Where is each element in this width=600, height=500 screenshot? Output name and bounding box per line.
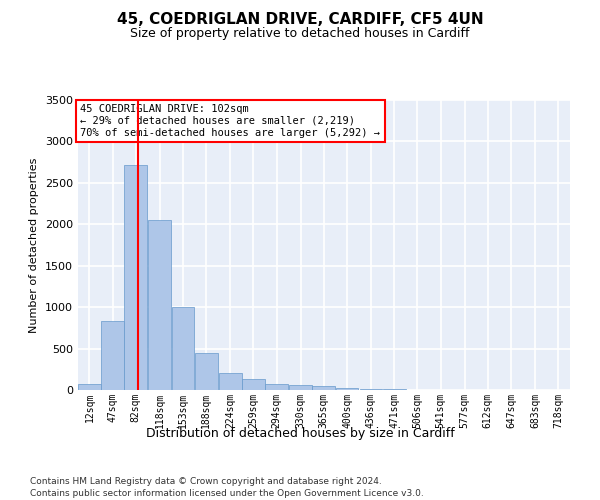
Text: Size of property relative to detached houses in Cardiff: Size of property relative to detached ho… [130,28,470,40]
Text: Contains public sector information licensed under the Open Government Licence v3: Contains public sector information licen… [30,489,424,498]
Bar [148,220,171,390]
Text: 45, COEDRIGLAN DRIVE, CARDIFF, CF5 4UN: 45, COEDRIGLAN DRIVE, CARDIFF, CF5 4UN [116,12,484,28]
Bar [124,164,147,390]
Y-axis label: Number of detached properties: Number of detached properties [29,158,40,332]
Text: Contains HM Land Registry data © Crown copyright and database right 2024.: Contains HM Land Registry data © Crown c… [30,478,382,486]
Bar [219,372,242,390]
Bar [101,321,124,390]
Bar [172,307,194,390]
Bar [78,384,101,390]
Bar [242,379,265,390]
Text: Distribution of detached houses by size in Cardiff: Distribution of detached houses by size … [146,428,454,440]
Bar [289,386,312,390]
Bar [335,388,358,390]
Bar [195,352,218,390]
Bar [359,389,382,390]
Bar [265,384,288,390]
Text: 45 COEDRIGLAN DRIVE: 102sqm
← 29% of detached houses are smaller (2,219)
70% of : 45 COEDRIGLAN DRIVE: 102sqm ← 29% of det… [80,104,380,138]
Bar [313,386,335,390]
